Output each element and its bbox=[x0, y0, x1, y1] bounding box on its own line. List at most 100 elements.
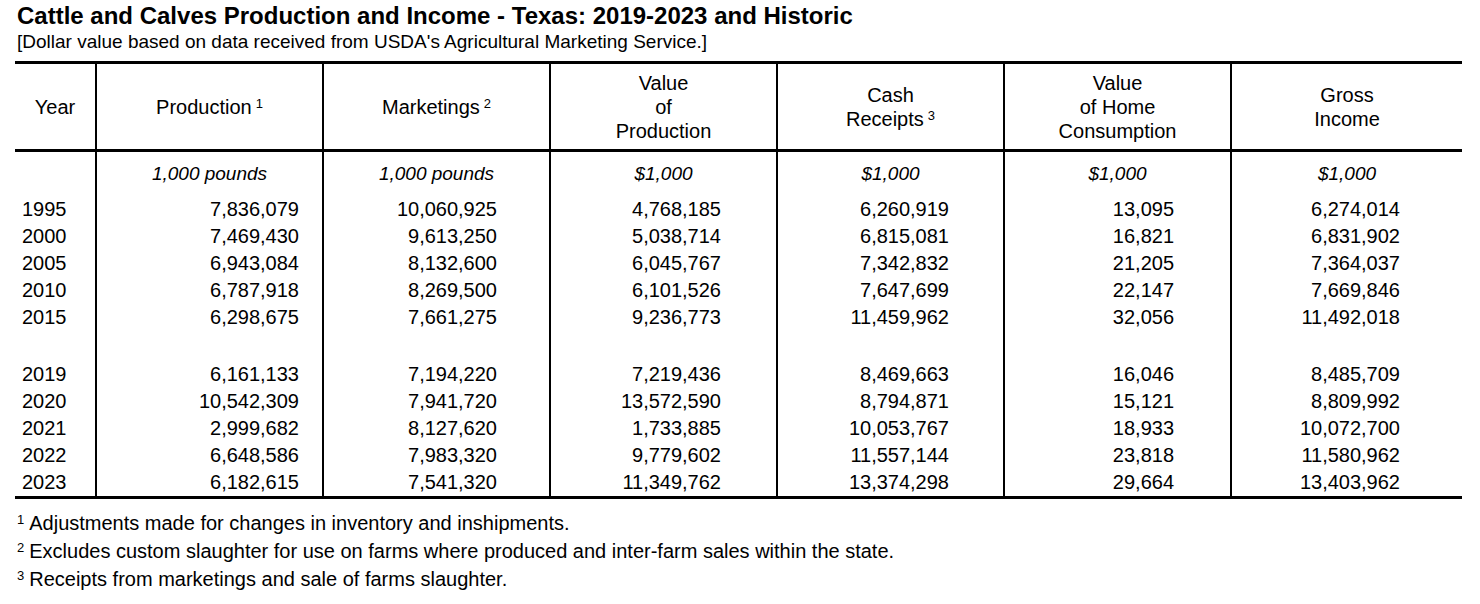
table-header: YearProduction1Marketings2ValueofProduct… bbox=[15, 63, 1462, 151]
table-row-2000: 20007,469,4309,613,2505,038,7146,815,081… bbox=[15, 223, 1462, 250]
footnote-text: Receipts from marketings and sale of far… bbox=[29, 568, 507, 590]
value-cell-gross-income: 11,492,018 bbox=[1231, 304, 1462, 331]
value-cell-production: 6,787,918 bbox=[96, 277, 323, 304]
value-cell-value-of-production: 13,572,590 bbox=[550, 388, 777, 415]
column-header-text: Cash bbox=[867, 84, 914, 106]
column-header-line: Value bbox=[1005, 71, 1230, 95]
year-cell: 2019 bbox=[15, 361, 96, 388]
column-header-marketings: Marketings 2 bbox=[323, 63, 550, 151]
footnote-3: 3Receipts from marketings and sale of fa… bbox=[17, 565, 1480, 593]
footnote-marker: 3 bbox=[928, 108, 935, 123]
value-cell-marketings: 10,060,925 bbox=[323, 196, 550, 223]
table-row-2022: 20226,648,5867,983,3209,779,60211,557,14… bbox=[15, 442, 1462, 469]
table-row-2021: 20212,999,6828,127,6201,733,88510,053,76… bbox=[15, 415, 1462, 442]
table-row-2005: 20056,943,0848,132,6006,045,7677,342,832… bbox=[15, 250, 1462, 277]
value-cell-value-of-home-consumption: 15,121 bbox=[1004, 388, 1231, 415]
column-header-line: Consumption bbox=[1005, 119, 1230, 143]
column-header-production: Production 1 bbox=[96, 63, 323, 151]
value-cell-gross-income: 8,485,709 bbox=[1231, 361, 1462, 388]
value-cell-marketings: 7,661,275 bbox=[323, 304, 550, 331]
value-cell-cash-receipts: 6,815,081 bbox=[777, 223, 1004, 250]
value-cell-value-of-production: 1,733,885 bbox=[550, 415, 777, 442]
column-header-text: of bbox=[655, 96, 672, 118]
footnote-marker: 1 bbox=[17, 512, 24, 527]
value-cell-value-of-home-consumption: 21,205 bbox=[1004, 250, 1231, 277]
column-header-line: Cash bbox=[778, 83, 1003, 107]
value-cell-marketings: 7,983,320 bbox=[323, 442, 550, 469]
column-header-line: Year bbox=[15, 95, 95, 119]
spacer-cell bbox=[96, 331, 323, 361]
year-cell: 2023 bbox=[15, 469, 96, 498]
column-header-text: Production bbox=[616, 120, 712, 142]
column-header-year: Year bbox=[15, 63, 96, 151]
footnotes: 1 Adjustments made for changes in invento… bbox=[17, 509, 1480, 593]
column-header-text: Production bbox=[156, 96, 252, 118]
spacer-cell bbox=[1231, 331, 1462, 361]
value-cell-value-of-production: 9,236,773 bbox=[550, 304, 777, 331]
column-header-text: Consumption bbox=[1059, 120, 1177, 142]
value-cell-marketings: 7,541,320 bbox=[323, 469, 550, 498]
column-header-text: of Home bbox=[1080, 96, 1156, 118]
year-cell: 2000 bbox=[15, 223, 96, 250]
column-header-text: Marketings bbox=[382, 96, 480, 118]
value-cell-marketings: 9,613,250 bbox=[323, 223, 550, 250]
spacer-cell bbox=[1004, 331, 1231, 361]
unit-cell-cash-receipts: $1,000 bbox=[777, 151, 1004, 197]
value-cell-gross-income: 6,831,902 bbox=[1231, 223, 1462, 250]
value-cell-value-of-production: 5,038,714 bbox=[550, 223, 777, 250]
unit-cell-value-of-production: $1,000 bbox=[550, 151, 777, 197]
table-row-2015: 20156,298,6757,661,2759,236,77311,459,96… bbox=[15, 304, 1462, 331]
footnote-text: Adjustments made for changes in inventor… bbox=[29, 512, 569, 534]
value-cell-production: 7,836,079 bbox=[96, 196, 323, 223]
value-cell-production: 6,298,675 bbox=[96, 304, 323, 331]
column-header-line: Production 1 bbox=[97, 95, 322, 119]
unit-cell-gross-income: $1,000 bbox=[1231, 151, 1462, 197]
value-cell-cash-receipts: 11,557,144 bbox=[777, 442, 1004, 469]
value-cell-value-of-home-consumption: 13,095 bbox=[1004, 196, 1231, 223]
page: Cattle and Calves Production and Income … bbox=[0, 0, 1480, 604]
value-cell-production: 6,161,133 bbox=[96, 361, 323, 388]
value-cell-production: 10,542,309 bbox=[96, 388, 323, 415]
footnote-marker: 2 bbox=[484, 96, 491, 111]
page-title: Cattle and Calves Production and Income … bbox=[17, 2, 1480, 30]
year-cell: 2021 bbox=[15, 415, 96, 442]
page-subtitle: [Dollar value based on data received fro… bbox=[17, 30, 1480, 54]
column-header-line: Value bbox=[551, 71, 776, 95]
table-row-2010: 20106,787,9188,269,5006,101,5267,647,699… bbox=[15, 277, 1462, 304]
value-cell-cash-receipts: 7,647,699 bbox=[777, 277, 1004, 304]
value-cell-value-of-home-consumption: 23,818 bbox=[1004, 442, 1231, 469]
units-row: 1,000 pounds1,000 pounds$1,000$1,000$1,0… bbox=[15, 151, 1462, 197]
value-cell-value-of-home-consumption: 16,046 bbox=[1004, 361, 1231, 388]
column-header-line: Production bbox=[551, 119, 776, 143]
value-cell-cash-receipts: 11,459,962 bbox=[777, 304, 1004, 331]
unit-cell-production: 1,000 pounds bbox=[96, 151, 323, 197]
value-cell-value-of-production: 7,219,436 bbox=[550, 361, 777, 388]
unit-cell-marketings: 1,000 pounds bbox=[323, 151, 550, 197]
value-cell-marketings: 7,194,220 bbox=[323, 361, 550, 388]
column-header-line: of Home bbox=[1005, 95, 1230, 119]
footnote-marker: 1 bbox=[256, 96, 263, 111]
value-cell-value-of-home-consumption: 16,821 bbox=[1004, 223, 1231, 250]
year-cell: 2020 bbox=[15, 388, 96, 415]
year-cell: 2022 bbox=[15, 442, 96, 469]
value-cell-cash-receipts: 6,260,919 bbox=[777, 196, 1004, 223]
data-table: YearProduction1Marketings2ValueofProduct… bbox=[15, 61, 1462, 499]
table-body: 1,000 pounds1,000 pounds$1,000$1,000$1,0… bbox=[15, 151, 1462, 498]
value-cell-marketings: 8,132,600 bbox=[323, 250, 550, 277]
table-row-2020: 202010,542,3097,941,72013,572,5908,794,8… bbox=[15, 388, 1462, 415]
spacer-cell bbox=[550, 331, 777, 361]
value-cell-gross-income: 10,072,700 bbox=[1231, 415, 1462, 442]
value-cell-production: 6,648,586 bbox=[96, 442, 323, 469]
column-header-value-of-production: ValueofProduction bbox=[550, 63, 777, 151]
table-row-2023: 20236,182,6157,541,32011,349,76213,374,2… bbox=[15, 469, 1462, 498]
spacer-row bbox=[15, 331, 1462, 361]
year-cell: 2005 bbox=[15, 250, 96, 277]
value-cell-cash-receipts: 13,374,298 bbox=[777, 469, 1004, 498]
column-header-line: of bbox=[551, 95, 776, 119]
column-header-line: Gross bbox=[1232, 83, 1462, 107]
column-header-text: Receipts bbox=[846, 108, 924, 130]
column-header-line: Marketings 2 bbox=[324, 95, 549, 119]
value-cell-gross-income: 7,364,037 bbox=[1231, 250, 1462, 277]
footnote-marker: 2 bbox=[17, 540, 24, 555]
value-cell-gross-income: 11,580,962 bbox=[1231, 442, 1462, 469]
